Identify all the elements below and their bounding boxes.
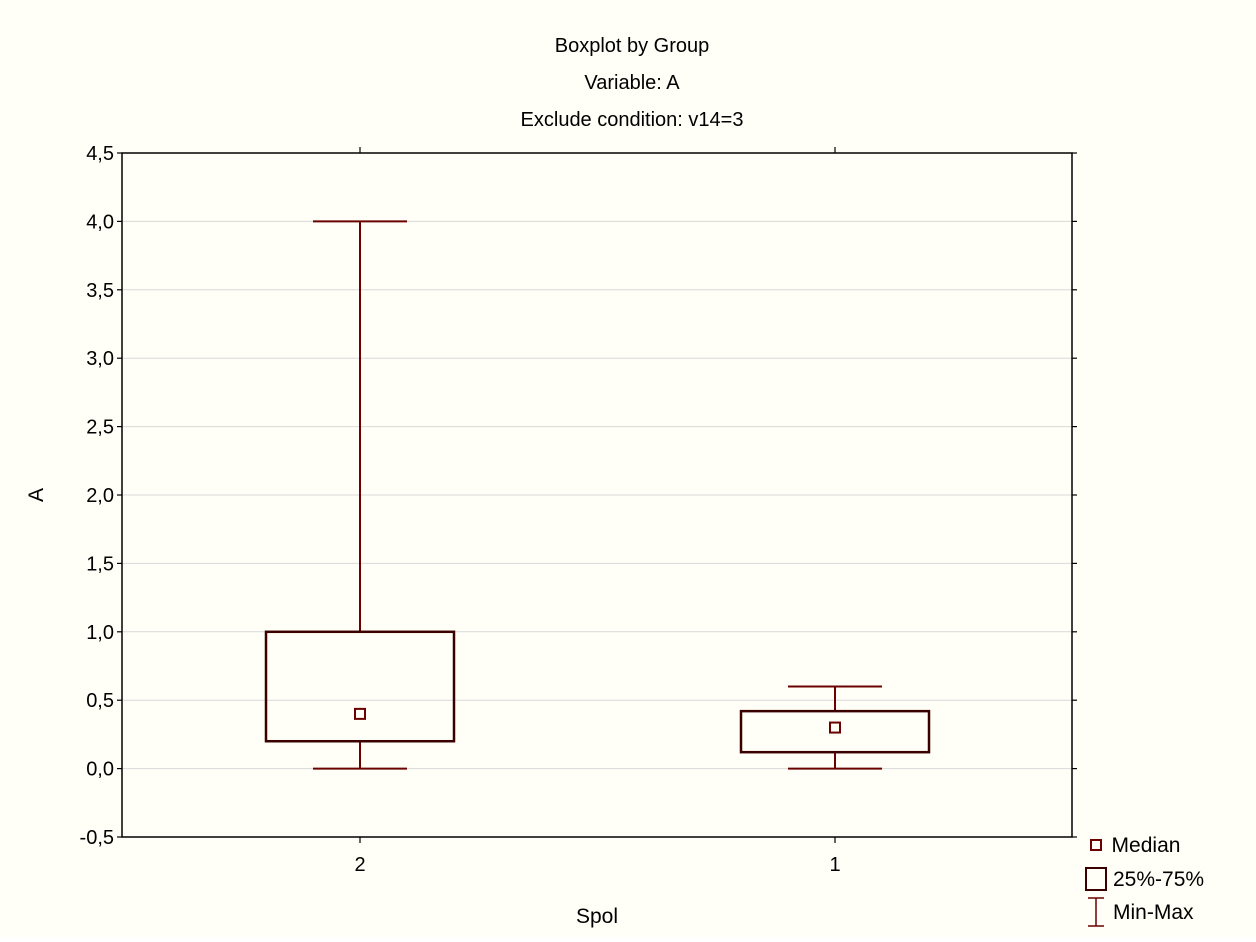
y-tick-label: 0,5 xyxy=(86,690,114,712)
iqr-box xyxy=(264,630,456,743)
median-marker xyxy=(829,721,841,734)
median-marker xyxy=(354,707,366,720)
y-tick-label: 3,5 xyxy=(86,280,114,302)
y-tick-label: 1,5 xyxy=(86,553,114,575)
y-tick-label: 2,5 xyxy=(86,417,114,439)
legend: Median 25%-75% Min-Max xyxy=(1085,834,1204,927)
legend-whisker-label: Min-Max xyxy=(1113,901,1194,924)
y-axis-title: A xyxy=(25,488,48,502)
y-tick-label: 4,0 xyxy=(86,211,114,233)
legend-box-symbol xyxy=(1085,867,1107,891)
legend-box-label: 25%-75% xyxy=(1113,868,1204,891)
x-tick-label: 2 xyxy=(354,854,365,876)
chart-subtitle-variable: Variable: A xyxy=(584,72,680,94)
grid-lines xyxy=(122,220,1072,770)
y-tick-label: 1,0 xyxy=(86,622,114,644)
y-tick-label: 2,0 xyxy=(86,485,114,507)
axes: -0,5 0,0 0,5 1,0 1,5 2,0 2,5 3,0 3,5 4,0 4,5 2 1 xyxy=(80,143,1077,876)
legend-median-symbol xyxy=(1090,839,1102,851)
chart-subtitle-condition: Exclude condition: v14=3 xyxy=(521,109,744,131)
legend-median-label: Median xyxy=(1112,834,1181,857)
plot-area xyxy=(264,220,931,770)
x-axis-title: Spol xyxy=(576,905,618,928)
chart-title: Boxplot by Group xyxy=(555,35,710,57)
iqr-box xyxy=(739,709,931,754)
y-tick-label: 4,5 xyxy=(86,143,114,165)
y-tick-label: 0,0 xyxy=(86,759,114,781)
y-tick-label: 3,0 xyxy=(86,348,114,370)
x-tick-label: 1 xyxy=(829,854,840,876)
y-tick-label: -0,5 xyxy=(80,827,114,849)
